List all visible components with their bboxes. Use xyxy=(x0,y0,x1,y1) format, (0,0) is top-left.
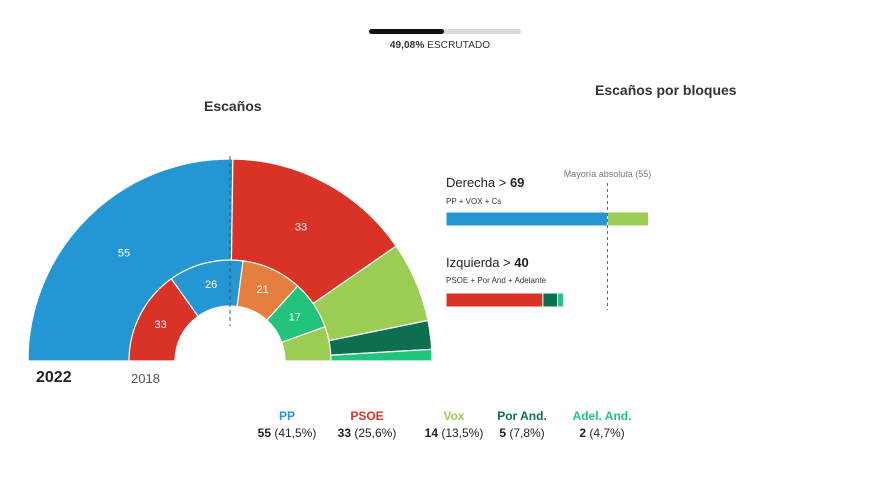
legend-item-por-and: Por And. 5 (7,8%) xyxy=(472,409,572,440)
legend-party-value: 5 (7,8%) xyxy=(472,426,572,440)
block-title-derecha: Derecha > 69 xyxy=(446,175,524,190)
seat-label-2018-psoe: 33 xyxy=(155,319,167,331)
block-derecha: Derecha > 69 PP + VOX + Cs xyxy=(445,175,650,227)
seat-label-2018-pp: 26 xyxy=(205,279,217,291)
bar-segment-izquierda-adelante xyxy=(557,292,564,308)
legend-party-name: Vox xyxy=(443,409,465,423)
seat-label-2022-pp: 55 xyxy=(118,247,130,259)
blocks-bar-chart: Derecha > 69 PP + VOX + Cs Izquierda > 40 P… xyxy=(445,169,652,310)
block-subtitle-izquierda: PSOE + Por And + Adelante xyxy=(446,276,547,285)
hemicycle-2018: 33 26 21 17 xyxy=(128,259,332,362)
seat-label-2018-adelante: 17 xyxy=(289,311,301,323)
year-label-2022: 2022 xyxy=(36,369,72,386)
bar-segment-derecha-pp xyxy=(445,211,608,227)
progress-track xyxy=(369,29,521,34)
legend-party-value: 55 (41,5%) xyxy=(237,426,337,440)
legend-party-value: 14 (13,5%) xyxy=(404,426,504,440)
block-name: Derecha > xyxy=(446,175,510,190)
legend-party-value: 2 (4,7%) xyxy=(552,426,652,440)
blocks-title: Escaños por bloques xyxy=(595,82,737,98)
legend-percent: (7,8%) xyxy=(506,426,545,440)
legend-party-name: Adel. And. xyxy=(572,409,632,423)
bar-segment-izquierda-psoe xyxy=(445,292,544,308)
seats-title: Escaños xyxy=(204,98,262,114)
seat-label-2022-psoe: 33 xyxy=(295,222,307,234)
legend-party-value: 33 (25,6%) xyxy=(317,426,417,440)
block-name: Izquierda > xyxy=(446,255,514,270)
legend-party-name: Por And. xyxy=(497,409,547,423)
bar-segment-izquierda-por-and xyxy=(542,292,559,308)
legend-percent: (25,6%) xyxy=(351,426,397,440)
legend-item-pp: PP 55 (41,5%) xyxy=(237,409,337,440)
legend-percent: (13,5%) xyxy=(438,426,484,440)
legend-item-psoe: PSOE 33 (25,6%) xyxy=(317,409,417,440)
block-total: 69 xyxy=(510,175,524,190)
block-subtitle-derecha: PP + VOX + Cs xyxy=(446,197,501,206)
block-title-izquierda: Izquierda > 40 xyxy=(446,255,529,270)
legend-seats: 2 xyxy=(579,426,586,440)
scrutiny-label: 49,08% ESCRUTADO xyxy=(0,40,880,51)
scrutiny-text: ESCRUTADO xyxy=(427,40,491,51)
block-izquierda: Izquierda > 40 PSOE + Por And + Adelante xyxy=(445,255,564,308)
legend-seats: 55 xyxy=(257,426,271,440)
year-label-2018: 2018 xyxy=(131,371,160,386)
parliament-hemicycle-chart: 55 33 33 26 21 17 xyxy=(27,156,433,362)
seat-segment-2018-vox xyxy=(280,325,332,362)
seat-label-2018-cs: 21 xyxy=(257,284,269,296)
legend-seats: 14 xyxy=(424,426,438,440)
legend-item-adel-and: Adel. And. 2 (4,7%) xyxy=(552,409,652,440)
legend-item-vox: Vox 14 (13,5%) xyxy=(404,409,504,440)
scrutiny-percent: 49,08% xyxy=(389,40,425,51)
legend-seats: 33 xyxy=(337,426,351,440)
legend-percent: (41,5%) xyxy=(271,426,317,440)
legend-party-name: PP xyxy=(278,409,295,423)
legend-party-name: PSOE xyxy=(350,409,384,423)
block-total: 40 xyxy=(514,255,528,270)
scrutiny-progress-bar xyxy=(369,29,521,35)
bar-segment-derecha-vox xyxy=(606,211,650,227)
progress-fill xyxy=(369,29,444,34)
majority-label: Mayoría absoluta (55) xyxy=(564,169,652,179)
legend-percent: (4,7%) xyxy=(586,426,625,440)
legend-seats: 5 xyxy=(499,426,506,440)
party-legend: PP 55 (41,5%) PSOE 33 (25,6%) Vox 14 (13,5%) P… xyxy=(0,409,880,449)
seat-segment-2022-pp xyxy=(27,158,234,362)
